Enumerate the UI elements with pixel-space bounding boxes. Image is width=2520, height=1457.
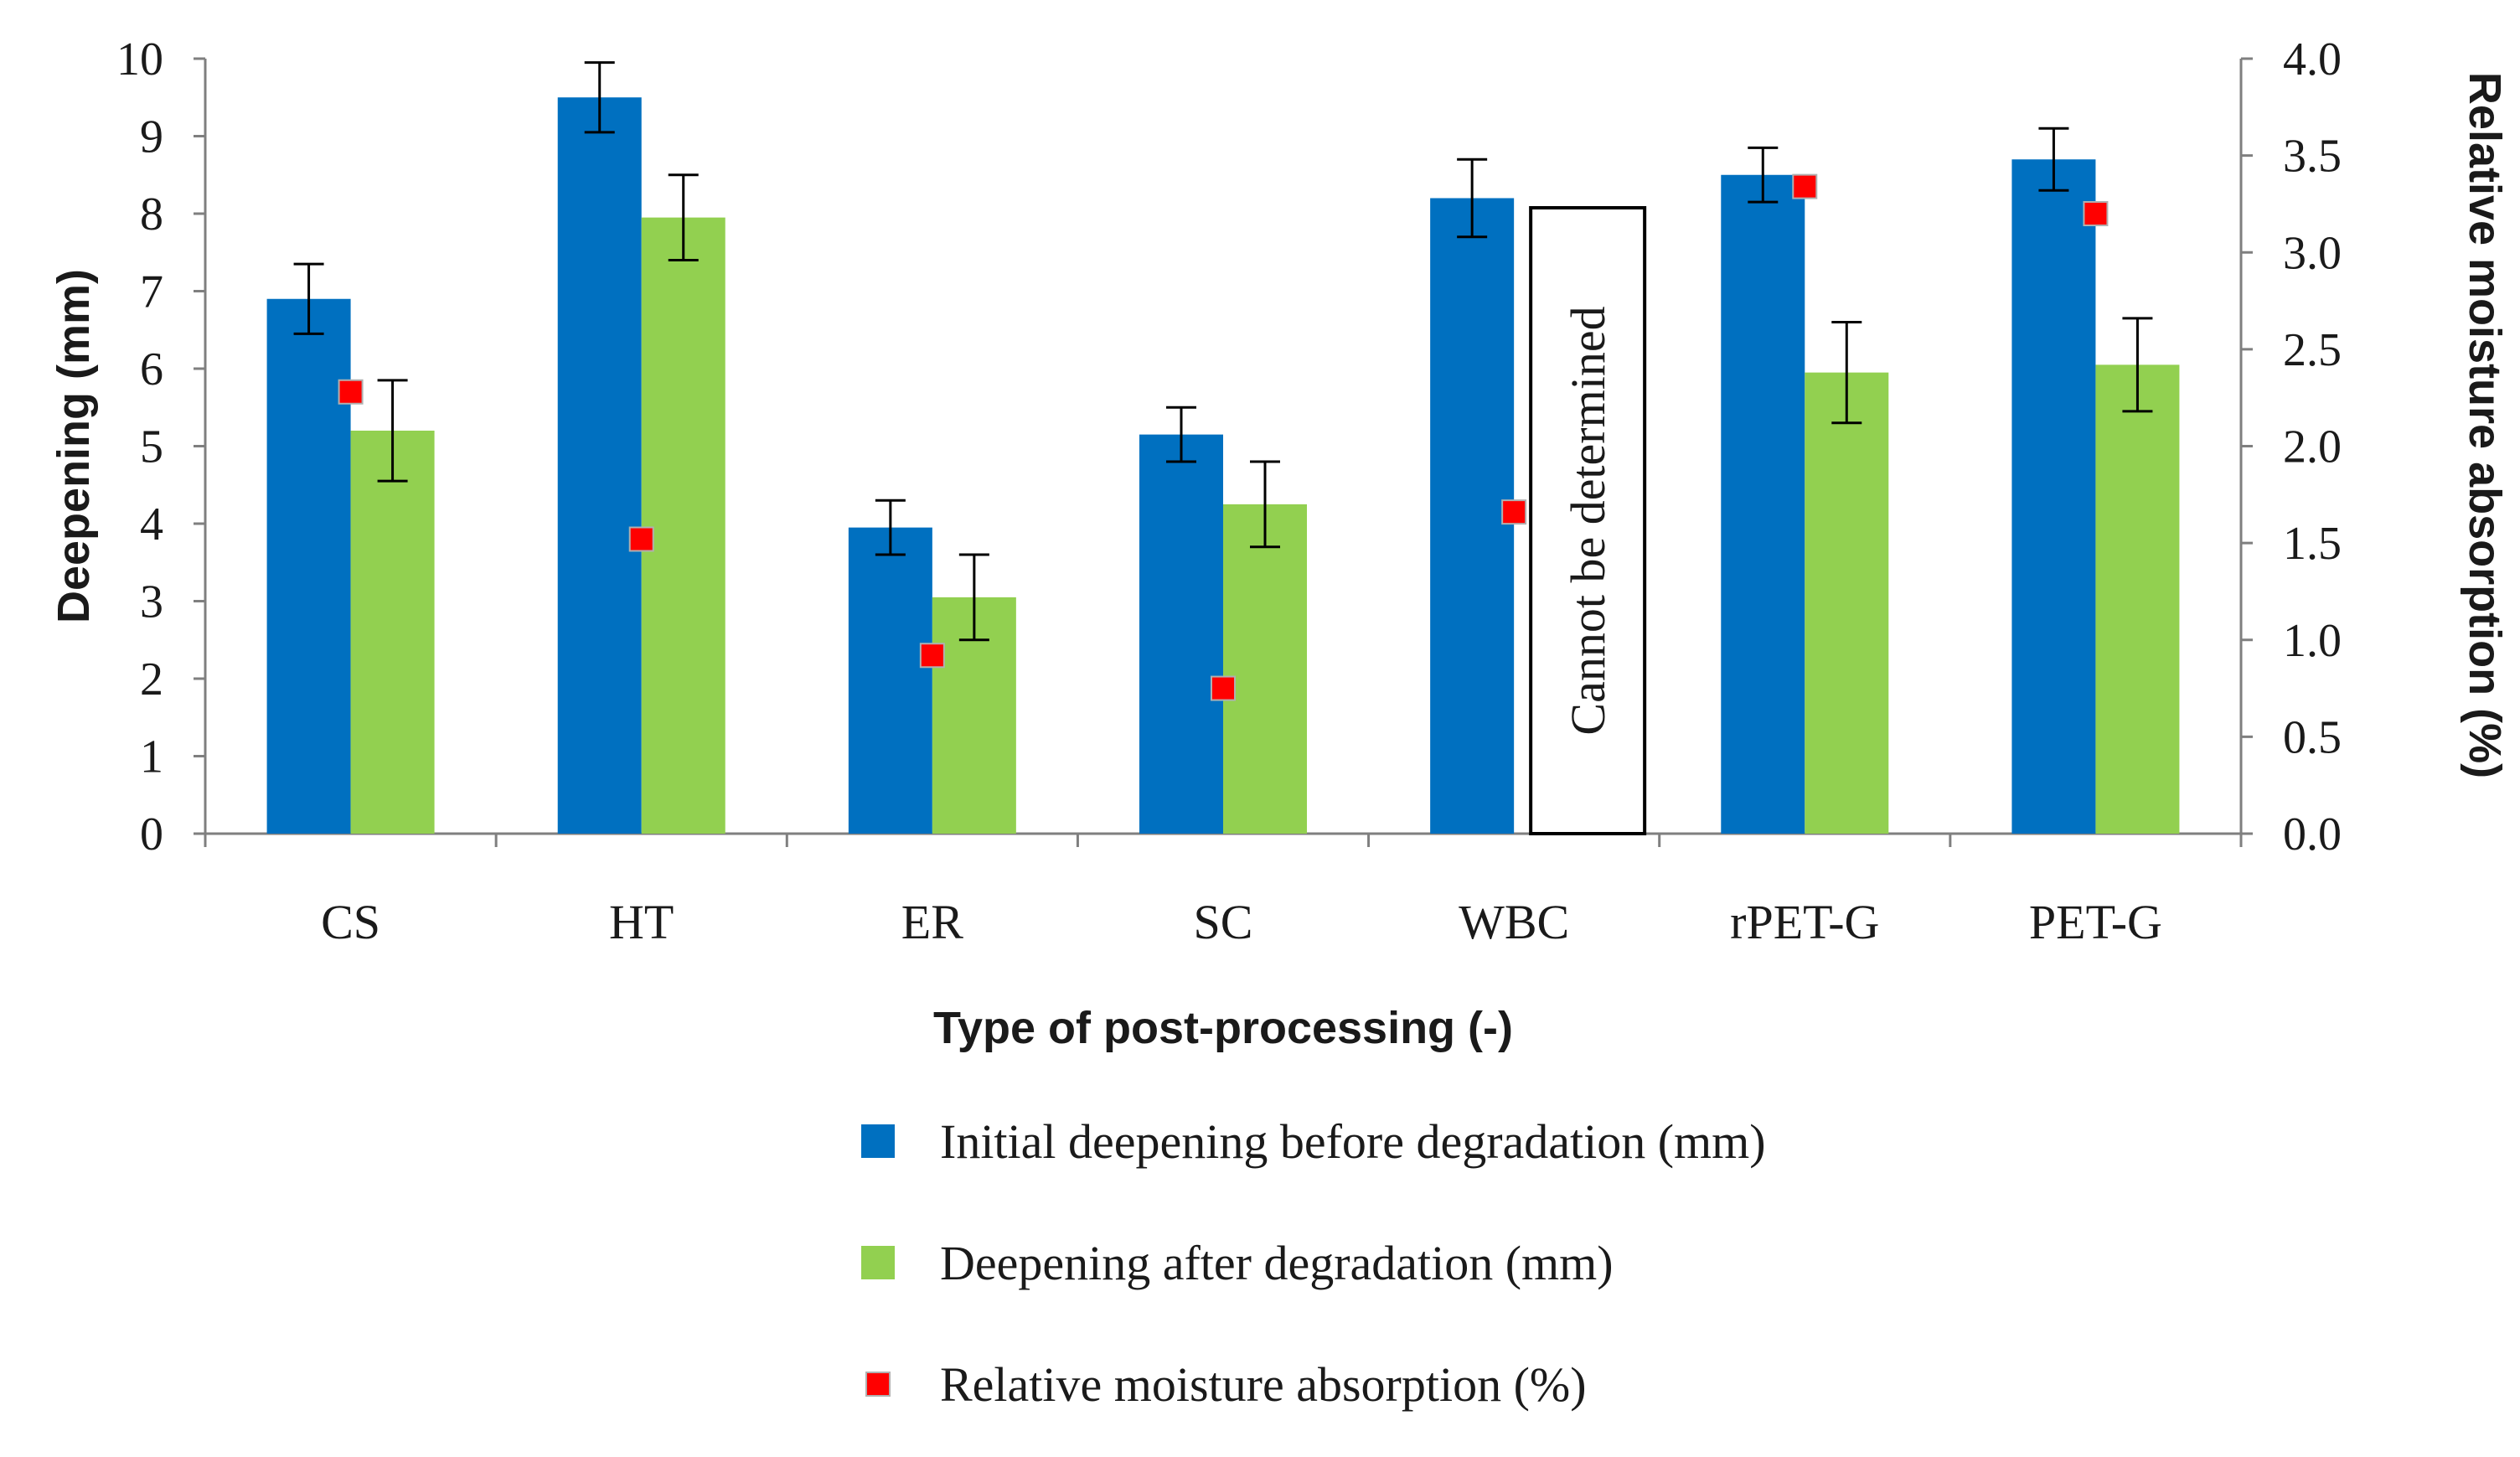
marker-moisture-rPET-G [1792, 173, 1818, 199]
legend-swatch-1 [861, 1246, 895, 1279]
right-axis-tick-label: 3.0 [2283, 227, 2342, 279]
bar-after-SC [1223, 504, 1307, 834]
category-label-HT: HT [609, 895, 674, 949]
bar-after-CS [350, 431, 435, 834]
annotation-text: Cannot be determined [1561, 306, 1615, 735]
y2-axis-title: Relative moisture absorption (%) [2460, 72, 2510, 778]
category-label-SC: SC [1194, 895, 1253, 949]
category-label-ER: ER [901, 895, 963, 949]
legend-swatch-0 [861, 1124, 895, 1158]
axis-labels: CS HT ER SC WBC rPET-G PET-G Type of post-proce… [49, 72, 2510, 1053]
left-axis-tick-label: 9 [140, 111, 163, 163]
bar-initial-CS [266, 298, 351, 834]
annotation-box [1529, 206, 1647, 835]
legend-label-2: Relative moisture absorption (%) [940, 1357, 1587, 1412]
bar-initial-ER [848, 527, 932, 834]
moisture-markers [338, 173, 2109, 701]
right-axis-tick-label: 0.0 [2283, 809, 2342, 860]
right-axis-tick-label: 2.0 [2283, 421, 2342, 473]
legend-label-0: Initial deepening before degradation (mm… [940, 1114, 1766, 1169]
bar-after-PET-G [2095, 364, 2180, 834]
right-axis-tick-label: 3.5 [2283, 131, 2342, 183]
marker-moisture-PET-G [2083, 201, 2109, 226]
legend: Initial deepening before degradation (mm… [861, 1114, 1766, 1412]
left-axis-tick-label: 8 [140, 189, 163, 240]
right-axis-tick-label: 0.5 [2283, 711, 2342, 763]
marker-moisture-HT [628, 526, 654, 552]
annotation: Cannot be determined [1529, 206, 1647, 835]
right-axis-tick-label: 1.0 [2283, 615, 2342, 667]
right-axis-tick-label: 2.5 [2283, 324, 2342, 376]
left-axis-tick-label: 7 [140, 266, 163, 318]
category-label-PET-G: PET-G [2029, 895, 2162, 949]
left-axis-tick-label: 2 [140, 654, 163, 705]
x-axis-title: Type of post-processing (-) [933, 1003, 1513, 1053]
left-axis-tick-label: 10 [116, 34, 163, 85]
legend-label-1: Deepening after degradation (mm) [940, 1236, 1614, 1290]
bar-initial-rPET-G [1721, 174, 1805, 834]
category-label-CS: CS [321, 895, 380, 949]
error-bars [293, 61, 2153, 642]
bar-after-HT [641, 217, 726, 834]
right-axis-tick-label: 1.5 [2283, 518, 2342, 570]
left-axis-tick-label: 5 [140, 421, 163, 473]
left-axis-tick-label: 1 [140, 731, 163, 783]
left-axis-tick-label: 0 [140, 809, 163, 860]
bar-initial-HT [557, 97, 642, 834]
category-label-WBC: WBC [1459, 895, 1569, 949]
bar-initial-PET-G [2011, 159, 2096, 834]
left-axis-tick-label: 3 [140, 576, 163, 628]
bar-after-rPET-G [1805, 372, 1889, 834]
left-axis-tick-label: 6 [140, 344, 163, 395]
category-label-rPET-G: rPET-G [1730, 895, 1879, 949]
marker-moisture-SC [1211, 675, 1236, 701]
left-axis-tick-label: 4 [140, 499, 163, 550]
legend-swatch-2 [865, 1372, 891, 1397]
bars [266, 97, 2180, 834]
marker-moisture-WBC [1501, 499, 1527, 525]
right-axis-tick-label: 4.0 [2283, 34, 2342, 85]
bar-initial-WBC [1430, 198, 1515, 834]
axes: 0 1 2 3 4 5 6 7 8 9 10 0.0 0.5 1.0 1.5 2.0 2.5 3.0 3.5 4.0 [116, 34, 2342, 860]
y-axis-title: Deepening (mm) [49, 269, 99, 623]
bar-initial-SC [1139, 434, 1223, 834]
marker-moisture-CS [338, 379, 364, 405]
marker-moisture-ER [919, 643, 945, 669]
